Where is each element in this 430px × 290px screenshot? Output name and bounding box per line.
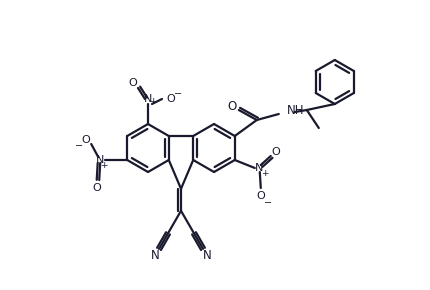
Text: N: N xyxy=(150,249,160,262)
Text: O: O xyxy=(256,191,265,201)
Text: +: + xyxy=(261,168,268,177)
Text: N: N xyxy=(96,155,104,165)
Text: −: − xyxy=(264,198,272,208)
Text: +: + xyxy=(101,162,108,171)
Text: N: N xyxy=(255,163,263,173)
Text: O: O xyxy=(271,147,280,157)
Text: NH: NH xyxy=(287,104,304,117)
Text: −: − xyxy=(75,141,83,151)
Text: N: N xyxy=(203,249,212,262)
Text: O: O xyxy=(129,78,137,88)
Text: O: O xyxy=(227,101,237,113)
Text: N: N xyxy=(144,94,152,104)
Text: O: O xyxy=(167,94,175,104)
Text: O: O xyxy=(82,135,91,145)
Text: −: − xyxy=(174,89,182,99)
Text: O: O xyxy=(93,183,101,193)
Text: +: + xyxy=(149,97,157,106)
